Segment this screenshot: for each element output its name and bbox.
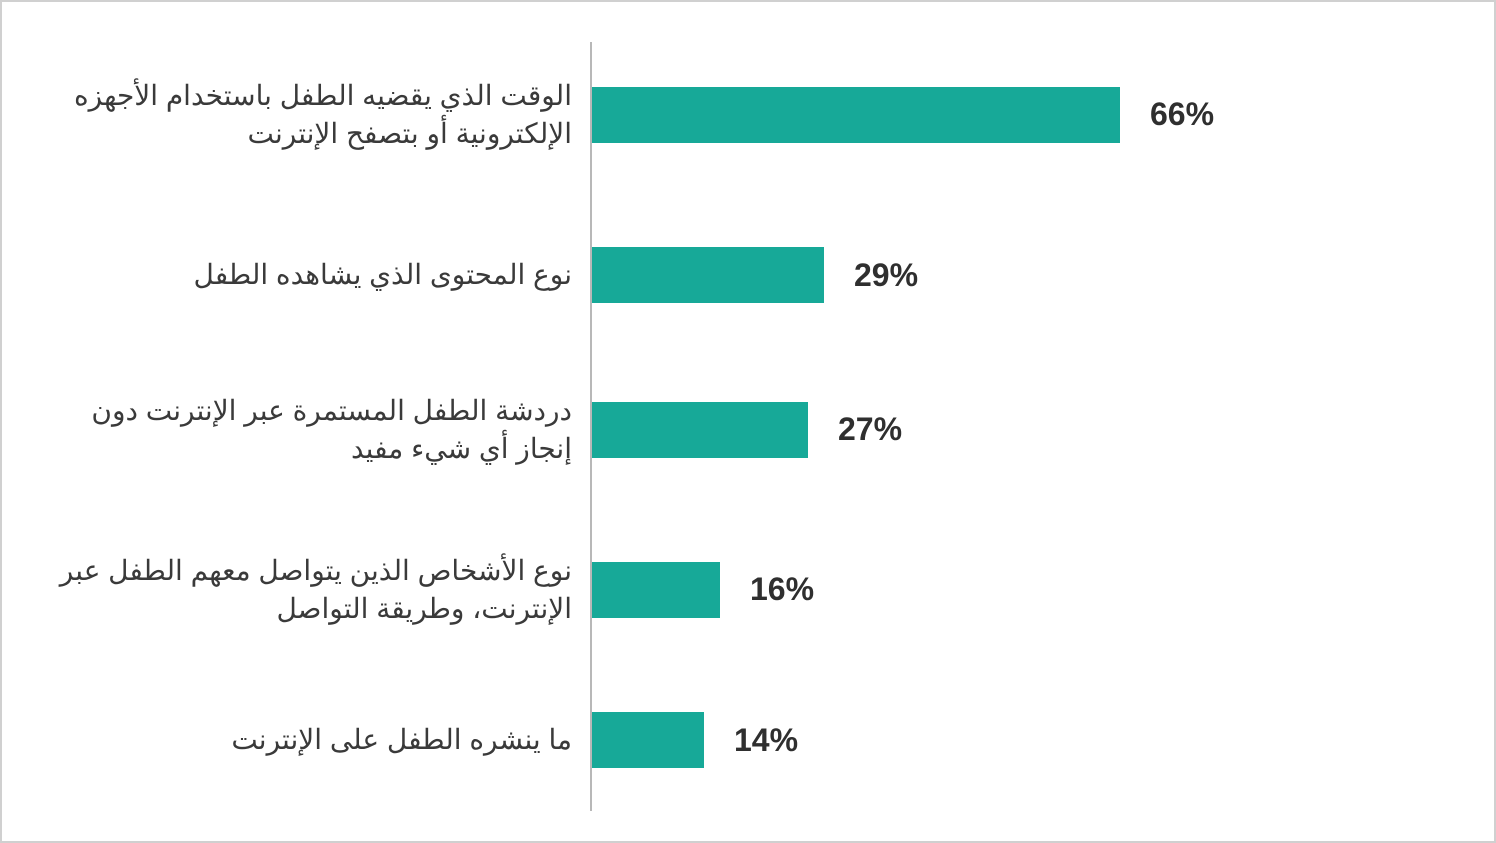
bar-row: دردشة الطفل المستمرة عبر الإنترنت دون إن… <box>32 392 1434 468</box>
bar-cell: 14% <box>592 712 1434 768</box>
bar-label: دردشة الطفل المستمرة عبر الإنترنت دون إن… <box>32 392 590 468</box>
bar-label: ما ينشره الطفل على الإنترنت <box>32 721 590 759</box>
bar-value: 27% <box>838 411 902 448</box>
bar-row: نوع المحتوى الذي يشاهده الطفل 29% <box>32 247 1434 303</box>
bar <box>592 402 808 458</box>
bar-value: 14% <box>734 722 798 759</box>
bar-row: نوع الأشخاص الذين يتواصل معهم الطفل عبر … <box>32 552 1434 628</box>
bar <box>592 712 704 768</box>
bar-value: 29% <box>854 257 918 294</box>
bar-value: 66% <box>1150 96 1214 133</box>
bar-value: 16% <box>750 571 814 608</box>
bar-row: الوقت الذي يقضيه الطفل باستخدام الأجهزه … <box>32 77 1434 153</box>
bar-row: ما ينشره الطفل على الإنترنت 14% <box>32 712 1434 768</box>
chart-container: الوقت الذي يقضيه الطفل باستخدام الأجهزه … <box>0 0 1496 843</box>
bar <box>592 247 824 303</box>
bar-cell: 29% <box>592 247 1434 303</box>
bar-label: نوع المحتوى الذي يشاهده الطفل <box>32 256 590 294</box>
bar-cell: 66% <box>592 87 1434 143</box>
bar-cell: 16% <box>592 562 1434 618</box>
chart-area: الوقت الذي يقضيه الطفل باستخدام الأجهزه … <box>32 42 1434 811</box>
bar-label: نوع الأشخاص الذين يتواصل معهم الطفل عبر … <box>32 552 590 628</box>
bar-cell: 27% <box>592 402 1434 458</box>
bar <box>592 87 1120 143</box>
bar-label: الوقت الذي يقضيه الطفل باستخدام الأجهزه … <box>32 77 590 153</box>
bar <box>592 562 720 618</box>
